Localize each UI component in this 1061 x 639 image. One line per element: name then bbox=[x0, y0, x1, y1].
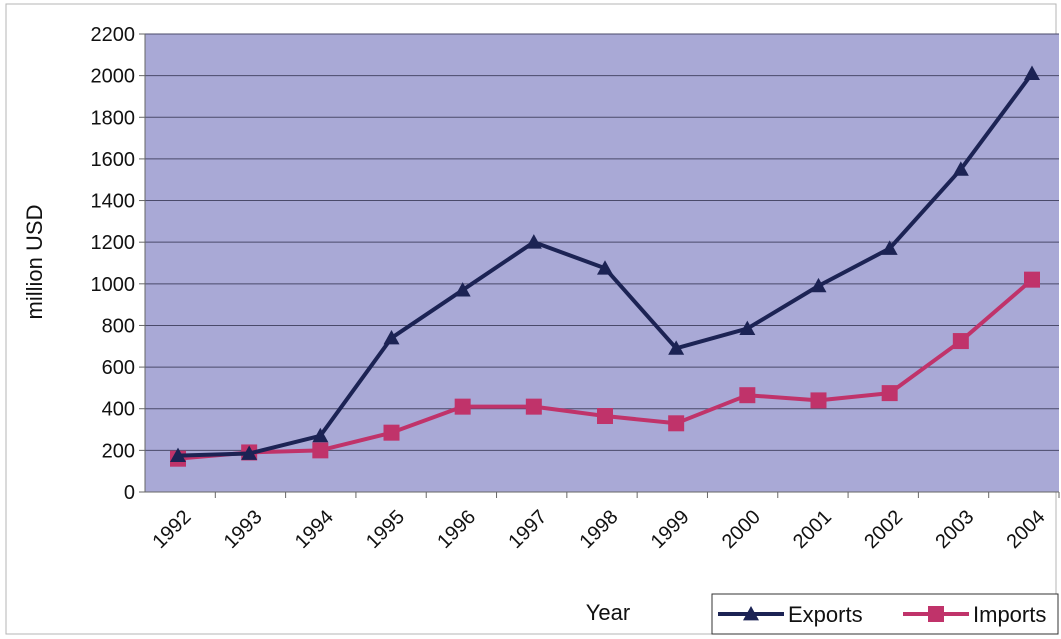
data-point bbox=[1024, 271, 1040, 288]
data-point bbox=[739, 320, 756, 335]
series-imports bbox=[170, 271, 1040, 467]
y-tick-label: 1800 bbox=[91, 107, 136, 129]
data-point bbox=[383, 329, 400, 345]
y-tick-label: 0 bbox=[124, 482, 135, 504]
data-point bbox=[668, 340, 685, 355]
y-tick-label: 1000 bbox=[91, 274, 136, 296]
y-tick-labels: 0 200 400 600 800 1000 1200 1400 1600 1800 2000 220… bbox=[91, 24, 145, 504]
data-point bbox=[597, 260, 613, 275]
y-tick-label: 1400 bbox=[91, 191, 136, 213]
y-tick-label: 800 bbox=[102, 315, 135, 337]
data-point bbox=[170, 447, 186, 462]
data-point bbox=[881, 385, 898, 402]
grid-lines bbox=[145, 33, 1059, 451]
legend-marker bbox=[928, 606, 944, 622]
legend-item-exports: Exports bbox=[718, 602, 863, 627]
data-point bbox=[383, 424, 400, 441]
data-point bbox=[952, 161, 969, 176]
data-point bbox=[1024, 65, 1040, 80]
data-point bbox=[597, 408, 613, 425]
y-axis-title: million USD bbox=[22, 205, 47, 320]
data-point bbox=[454, 282, 471, 297]
data-point bbox=[881, 240, 898, 255]
legend-label: Exports bbox=[788, 602, 863, 627]
series-group bbox=[170, 65, 1040, 467]
y-tick-label: 600 bbox=[102, 357, 135, 379]
data-point bbox=[312, 442, 329, 459]
data-point bbox=[525, 234, 542, 249]
series-exports bbox=[170, 65, 1040, 462]
data-point bbox=[739, 387, 756, 404]
data-point bbox=[810, 392, 827, 409]
data-point bbox=[668, 415, 685, 432]
legend-item-imports: Imports bbox=[903, 602, 1046, 627]
y-tick-label: 1600 bbox=[91, 149, 136, 171]
x-axis-title: Year bbox=[586, 600, 630, 625]
data-point bbox=[241, 445, 258, 460]
legend-label: Imports bbox=[973, 602, 1046, 627]
y-tick-label: 2200 bbox=[91, 24, 136, 46]
data-point bbox=[454, 398, 471, 415]
data-point bbox=[525, 398, 542, 415]
legend-marker bbox=[743, 606, 759, 621]
data-point bbox=[312, 427, 329, 443]
y-tick-label: 400 bbox=[102, 399, 135, 421]
data-point bbox=[952, 333, 969, 350]
legend: Exports Imports bbox=[711, 593, 1059, 635]
y-tick-label: 2000 bbox=[91, 66, 136, 88]
data-point bbox=[810, 277, 827, 293]
y-tick-label: 1200 bbox=[91, 232, 136, 254]
y-tick-label: 200 bbox=[102, 440, 135, 462]
